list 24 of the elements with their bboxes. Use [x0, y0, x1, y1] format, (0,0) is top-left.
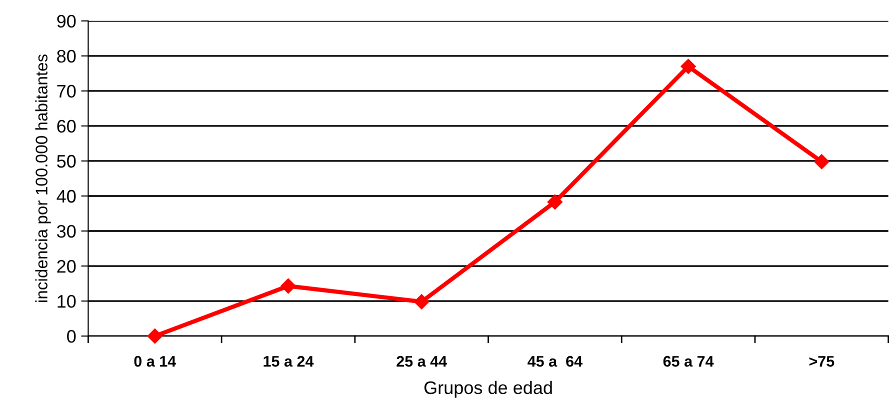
point [147, 328, 162, 344]
point [680, 58, 696, 74]
x-tick-label: 45 a 64 [528, 356, 582, 367]
x-tick-label: >75 [809, 356, 834, 367]
y-tick-label: 20 [57, 260, 76, 273]
y-axis-title: incidencia por 100.000 habitantes [35, 54, 51, 302]
y-tick-label: 70 [57, 84, 76, 98]
point [814, 154, 830, 170]
y-tick-label: 40 [56, 190, 76, 203]
point [547, 194, 563, 210]
x-tick-label: 65 a 74 [663, 356, 714, 367]
point [414, 294, 430, 310]
y-tick-label: 80 [57, 50, 76, 63]
y-tick-label: 50 [57, 154, 76, 168]
x-tick-label: 15 a 24 [264, 356, 314, 367]
y-tick-label: 60 [57, 120, 76, 133]
y-tick-label: 0 [67, 330, 76, 343]
y-tick-label: 30 [57, 224, 76, 238]
x-axis-title: Grupos de edad [424, 380, 552, 398]
y-tick-label: 90 [57, 14, 76, 28]
point [280, 278, 296, 294]
y-tick-label: 10 [58, 294, 76, 308]
x-tick-label: 0 a 14 [134, 356, 176, 367]
x-tick-label: 25 a 44 [396, 356, 447, 367]
